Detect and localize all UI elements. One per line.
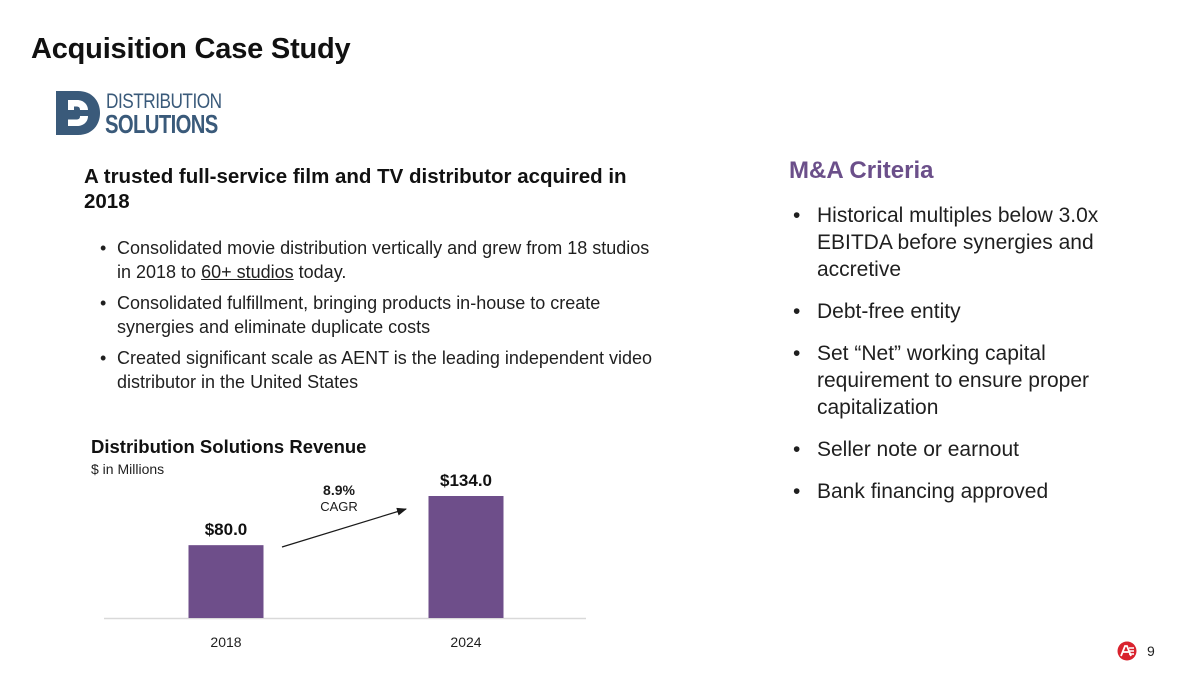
chart-title: Distribution Solutions Revenue <box>91 436 367 457</box>
criteria-item-text: Bank financing approved <box>817 480 1049 503</box>
bullet-dot-icon: • <box>793 342 801 365</box>
case-bullet-item: • Consolidated fulfillment, bringing pro… <box>98 291 658 339</box>
revenue-bar-2018 <box>188 545 264 618</box>
bullet-dot-icon: • <box>100 238 107 258</box>
case-bullet-text-end: today. <box>293 262 347 282</box>
criteria-item: • Set “Net” working capital requirement … <box>793 340 1133 421</box>
bar-value-label-2024: $134.0 <box>440 471 492 490</box>
logo-text-line2: SOLUTIONS <box>105 109 218 139</box>
criteria-item: • Debt-free entity <box>793 298 1133 325</box>
case-bullet-item: • Consolidated movie distribution vertic… <box>98 236 658 284</box>
bullet-dot-icon: • <box>100 348 107 368</box>
case-bullet-text: Created significant scale as AENT is the… <box>117 348 653 392</box>
bar-value-label-2018: $80.0 <box>205 520 248 539</box>
page-title: Acquisition Case Study <box>31 33 351 65</box>
x-tick-label-2018: 2018 <box>210 634 241 650</box>
cagr-arrow <box>281 507 407 548</box>
studios-link[interactable]: 60+ studios <box>201 262 294 282</box>
page-number: 9 <box>1147 643 1155 659</box>
criteria-item: • Historical multiples below 3.0x EBITDA… <box>793 202 1133 283</box>
bullet-dot-icon: • <box>793 204 801 227</box>
criteria-item-text: Set “Net” working capital requirement to… <box>817 342 1089 419</box>
cagr-label: CAGR <box>320 499 358 514</box>
case-bullet-item: • Created significant scale as AENT is t… <box>98 346 658 394</box>
case-bullet-text: Consolidated movie distribution vertical… <box>117 238 650 282</box>
cagr-value: 8.9% <box>323 482 355 498</box>
bullet-dot-icon: • <box>793 438 801 461</box>
criteria-title: M&A Criteria <box>789 157 934 184</box>
criteria-item-text: Debt-free entity <box>817 300 961 323</box>
chart-subtitle: $ in Millions <box>91 461 165 477</box>
criteria-item: • Seller note or earnout <box>793 436 1133 463</box>
case-headline: A trusted full-service film and TV distr… <box>84 165 627 213</box>
x-tick-label-2024: 2024 <box>450 634 481 650</box>
criteria-list: • Historical multiples below 3.0x EBITDA… <box>793 202 1133 520</box>
criteria-item: • Bank financing approved <box>793 478 1133 505</box>
bars-group: $80.0 2018 $134.0 2024 <box>188 471 504 650</box>
company-footer-logo-icon <box>1117 641 1137 661</box>
bullet-dot-icon: • <box>793 300 801 323</box>
revenue-bar-2024 <box>428 496 504 618</box>
bullet-dot-icon: • <box>100 293 107 313</box>
criteria-item-text: Seller note or earnout <box>817 438 1019 461</box>
case-bullet-list: • Consolidated movie distribution vertic… <box>98 236 658 401</box>
bullet-dot-icon: • <box>793 480 801 503</box>
criteria-item-text: Historical multiples below 3.0x EBITDA b… <box>817 204 1099 281</box>
distribution-solutions-logo: DISTRIBUTION SOLUTIONS <box>54 89 254 139</box>
case-bullet-text: Consolidated fulfillment, bringing produ… <box>117 293 601 337</box>
logo-text-line1: DISTRIBUTION <box>106 90 222 113</box>
distribution-solutions-logo-mark-icon <box>56 91 100 135</box>
